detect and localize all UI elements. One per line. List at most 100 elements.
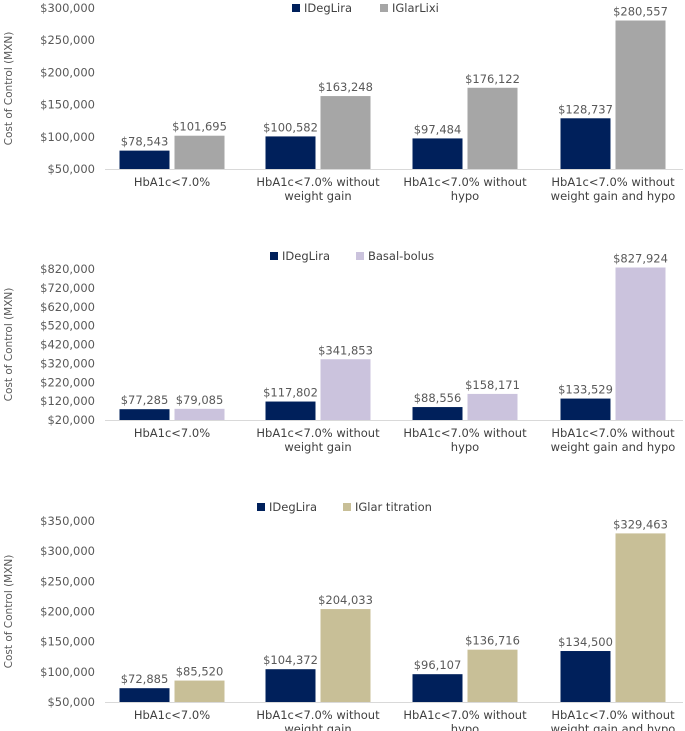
y-tick-label: $200,000: [40, 65, 95, 79]
y-tick-label: $220,000: [40, 375, 95, 389]
bar-iglarlixi: [615, 20, 666, 170]
y-tick-label: $320,000: [40, 356, 95, 370]
bar-ideglira: [412, 138, 463, 169]
y-tick-label: $520,000: [40, 319, 95, 333]
data-label: $136,716: [465, 634, 520, 648]
category-label: HbA1c<7.0% without weight gain and hypo: [551, 426, 676, 454]
y-tick-label: $50,000: [47, 162, 95, 176]
y-tick-label: $250,000: [40, 33, 95, 47]
y-tick-label: $300,000: [40, 1, 95, 15]
y-tick-label: $100,000: [40, 130, 95, 144]
y-tick-label: $50,000: [47, 695, 95, 709]
legend-swatch: [257, 503, 265, 511]
data-label: $88,556: [414, 391, 462, 405]
bar-ideglira: [119, 688, 170, 702]
chart-idegLira-vs-iglarlixi: Cost of Control (MXN) $50,000 $100,000 $150…: [3, 1, 683, 203]
bar-ideglira: [412, 407, 463, 420]
bar-iglar-titration: [320, 609, 371, 702]
data-label: $128,737: [558, 102, 613, 116]
data-label: $101,695: [172, 120, 227, 134]
legend-label: IGlarLixi: [392, 1, 439, 15]
data-label: $204,033: [318, 593, 373, 607]
legend-label: IDegLira: [282, 249, 330, 263]
data-label: $79,085: [176, 393, 224, 407]
data-label: $134,500: [558, 635, 613, 649]
bar-iglarlixi: [320, 96, 371, 169]
y-tick-label: $150,000: [40, 98, 95, 112]
data-label: $78,543: [121, 135, 169, 149]
y-tick-label: $20,000: [47, 413, 95, 427]
category-label: HbA1c<7.0%: [134, 175, 210, 189]
y-tick-label: $420,000: [40, 338, 95, 352]
data-label: $163,248: [318, 80, 373, 94]
data-label: $96,107: [414, 658, 462, 672]
bar-ideglira: [265, 401, 316, 420]
y-tick-label: $200,000: [40, 605, 95, 619]
y-tick-label: $620,000: [40, 300, 95, 314]
data-label: $280,557: [613, 5, 668, 19]
bar-ideglira: [560, 118, 611, 169]
category-label: HbA1c<7.0% without hypo: [403, 175, 527, 203]
bar-basal-bolus: [320, 359, 371, 420]
category-label: HbA1c<7.0% without weight gain: [256, 708, 380, 731]
y-axis-title: Cost of Control (MXN): [3, 32, 15, 146]
data-label: $104,372: [263, 653, 318, 667]
data-label: $133,529: [558, 383, 613, 397]
data-label: $117,802: [263, 386, 318, 400]
data-label: $329,463: [613, 517, 668, 531]
legend-label: IGlar titration: [355, 500, 432, 514]
y-tick-label: $250,000: [40, 574, 95, 588]
data-label: $85,520: [176, 665, 224, 679]
category-label: HbA1c<7.0% without hypo: [403, 708, 527, 731]
legend-label: IDegLira: [269, 500, 317, 514]
bar-ideglira: [412, 674, 463, 702]
bar-iglar-titration: [467, 649, 518, 702]
y-tick-label: $100,000: [40, 665, 95, 679]
bar-ideglira: [119, 409, 170, 420]
data-label: $77,285: [121, 393, 169, 407]
category-label: HbA1c<7.0% without hypo: [403, 426, 527, 454]
bar-ideglira: [265, 669, 316, 702]
bar-basal-bolus: [174, 408, 225, 420]
y-tick-label: $120,000: [40, 394, 95, 408]
y-tick-label: $820,000: [40, 262, 95, 276]
bar-ideglira: [560, 651, 611, 702]
bar-ideglira: [560, 398, 611, 420]
data-label: $100,582: [263, 120, 318, 134]
bar-iglarlixi: [467, 87, 518, 169]
legend-swatch: [270, 252, 278, 260]
category-label: HbA1c<7.0% without weight gain and hypo: [551, 175, 676, 203]
legend-swatch: [343, 503, 351, 511]
category-label: HbA1c<7.0%: [134, 426, 210, 440]
legend-label: Basal-bolus: [368, 249, 434, 263]
y-tick-label: $300,000: [40, 544, 95, 558]
category-label: HbA1c<7.0% without weight gain: [256, 175, 380, 203]
bar-iglarlixi: [174, 135, 225, 169]
bar-basal-bolus: [615, 267, 666, 420]
bar-iglar-titration: [615, 533, 666, 702]
chart-idegLira-vs-iglar-titration: Cost of Control (MXN) $50,000 $100,000 $150…: [3, 500, 683, 731]
data-label: $341,853: [318, 343, 373, 357]
y-tick-label: $350,000: [40, 514, 95, 528]
data-label: $827,924: [613, 252, 668, 266]
bar-basal-bolus: [467, 393, 518, 420]
data-label: $97,484: [414, 122, 462, 136]
bar-iglar-titration: [174, 680, 225, 702]
category-label: HbA1c<7.0% without weight gain and hypo: [551, 708, 676, 731]
y-tick-label: $720,000: [40, 281, 95, 295]
category-label: HbA1c<7.0% without weight gain: [256, 426, 380, 454]
data-label: $176,122: [465, 72, 520, 86]
y-axis-title: Cost of Control (MXN): [3, 288, 15, 402]
legend-swatch: [292, 4, 300, 12]
y-tick-label: $150,000: [40, 635, 95, 649]
chart-idegLira-vs-basal-bolus: Cost of Control (MXN) $20,000 $120,000 $220…: [3, 249, 683, 454]
legend-swatch: [356, 252, 364, 260]
bar-ideglira: [119, 150, 170, 169]
data-label: $72,885: [121, 672, 169, 686]
data-label: $158,171: [465, 378, 520, 392]
legend-label: IDegLira: [304, 1, 352, 15]
legend-swatch: [380, 4, 388, 12]
category-label: HbA1c<7.0%: [134, 708, 210, 722]
y-axis-title: Cost of Control (MXN): [3, 555, 15, 669]
